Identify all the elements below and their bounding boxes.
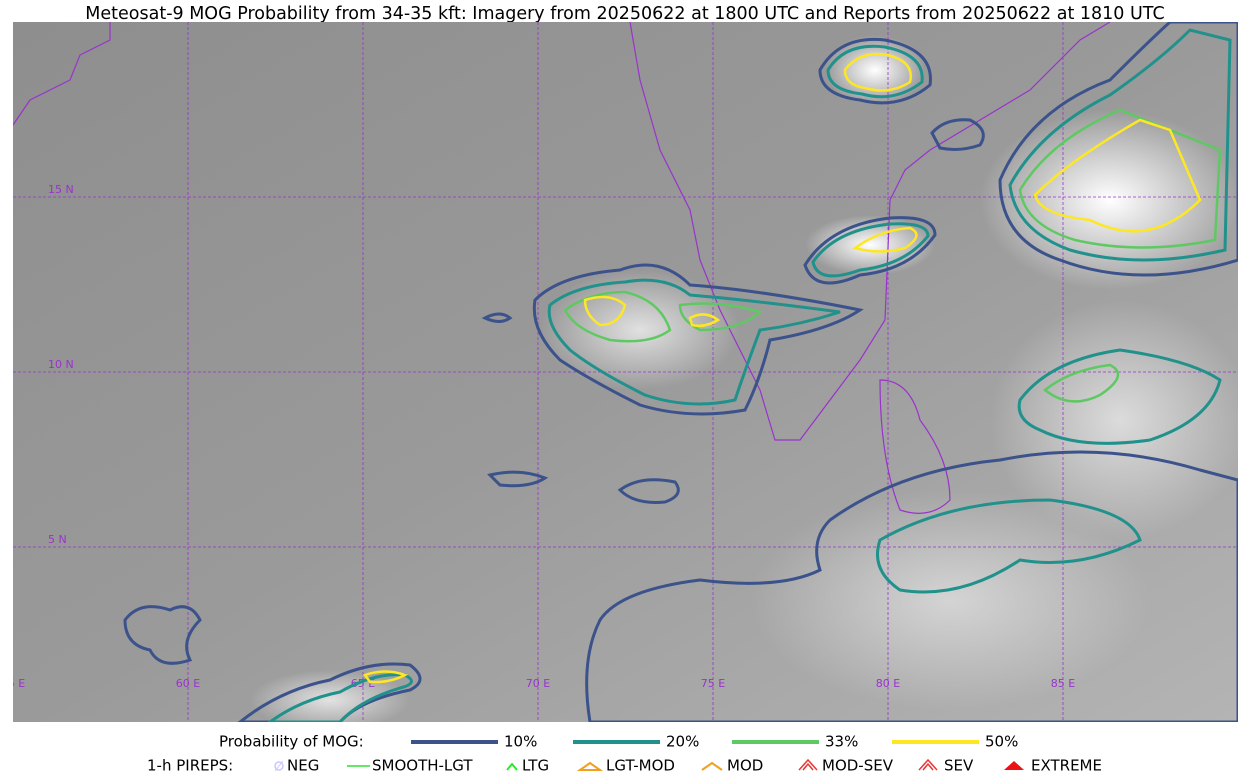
lat-label: 5 N [48, 533, 67, 546]
lat-label: 10 N [48, 358, 74, 371]
map: 15 N10 N5 N55 E 60 E 65 E 70 E 75 E 80 E 85 E [1, 22, 1238, 722]
lon-label: 85 E [1051, 677, 1075, 690]
legend-label: 33% [825, 733, 858, 751]
pirep-label: LGT-MOD [606, 757, 675, 775]
lon-label: 70 E [526, 677, 550, 690]
pirep-label: MOD-SEV [822, 757, 894, 775]
legend-label: 10% [504, 733, 537, 751]
lon-label: 55 E [1, 677, 25, 690]
grid: 15 N10 N5 N55 E 60 E 65 E 70 E 75 E 80 E 85 E [1, 22, 1238, 722]
lon-label: 60 E [176, 677, 200, 690]
pirep-label: SEV [944, 757, 974, 775]
pirep-label: NEG [287, 757, 319, 775]
lon-label: 80 E [876, 677, 900, 690]
pirep-icons [274, 758, 1024, 772]
pirep-label: SMOOTH-LGT [372, 757, 473, 775]
pirep-label: MOD [727, 757, 763, 775]
legend-label: 20% [666, 733, 699, 751]
coastline [13, 22, 1111, 514]
pirep-label: EXTREME [1031, 757, 1102, 775]
pirep-label: LTG [522, 757, 549, 775]
lat-label: 15 N [48, 183, 74, 196]
legend-title: Probability of MOG: [219, 733, 364, 751]
legend-label: 50% [985, 733, 1018, 751]
pireps-title: 1-h PIREPS: [147, 757, 233, 775]
contours [123, 22, 1238, 722]
legend: Probability of MOG: 1-h PIREPS: 10% 20% 33… [147, 733, 1102, 775]
lon-label: 75 E [701, 677, 725, 690]
title: Meteosat-9 MOG Probability from 34-35 kf… [85, 4, 1164, 24]
